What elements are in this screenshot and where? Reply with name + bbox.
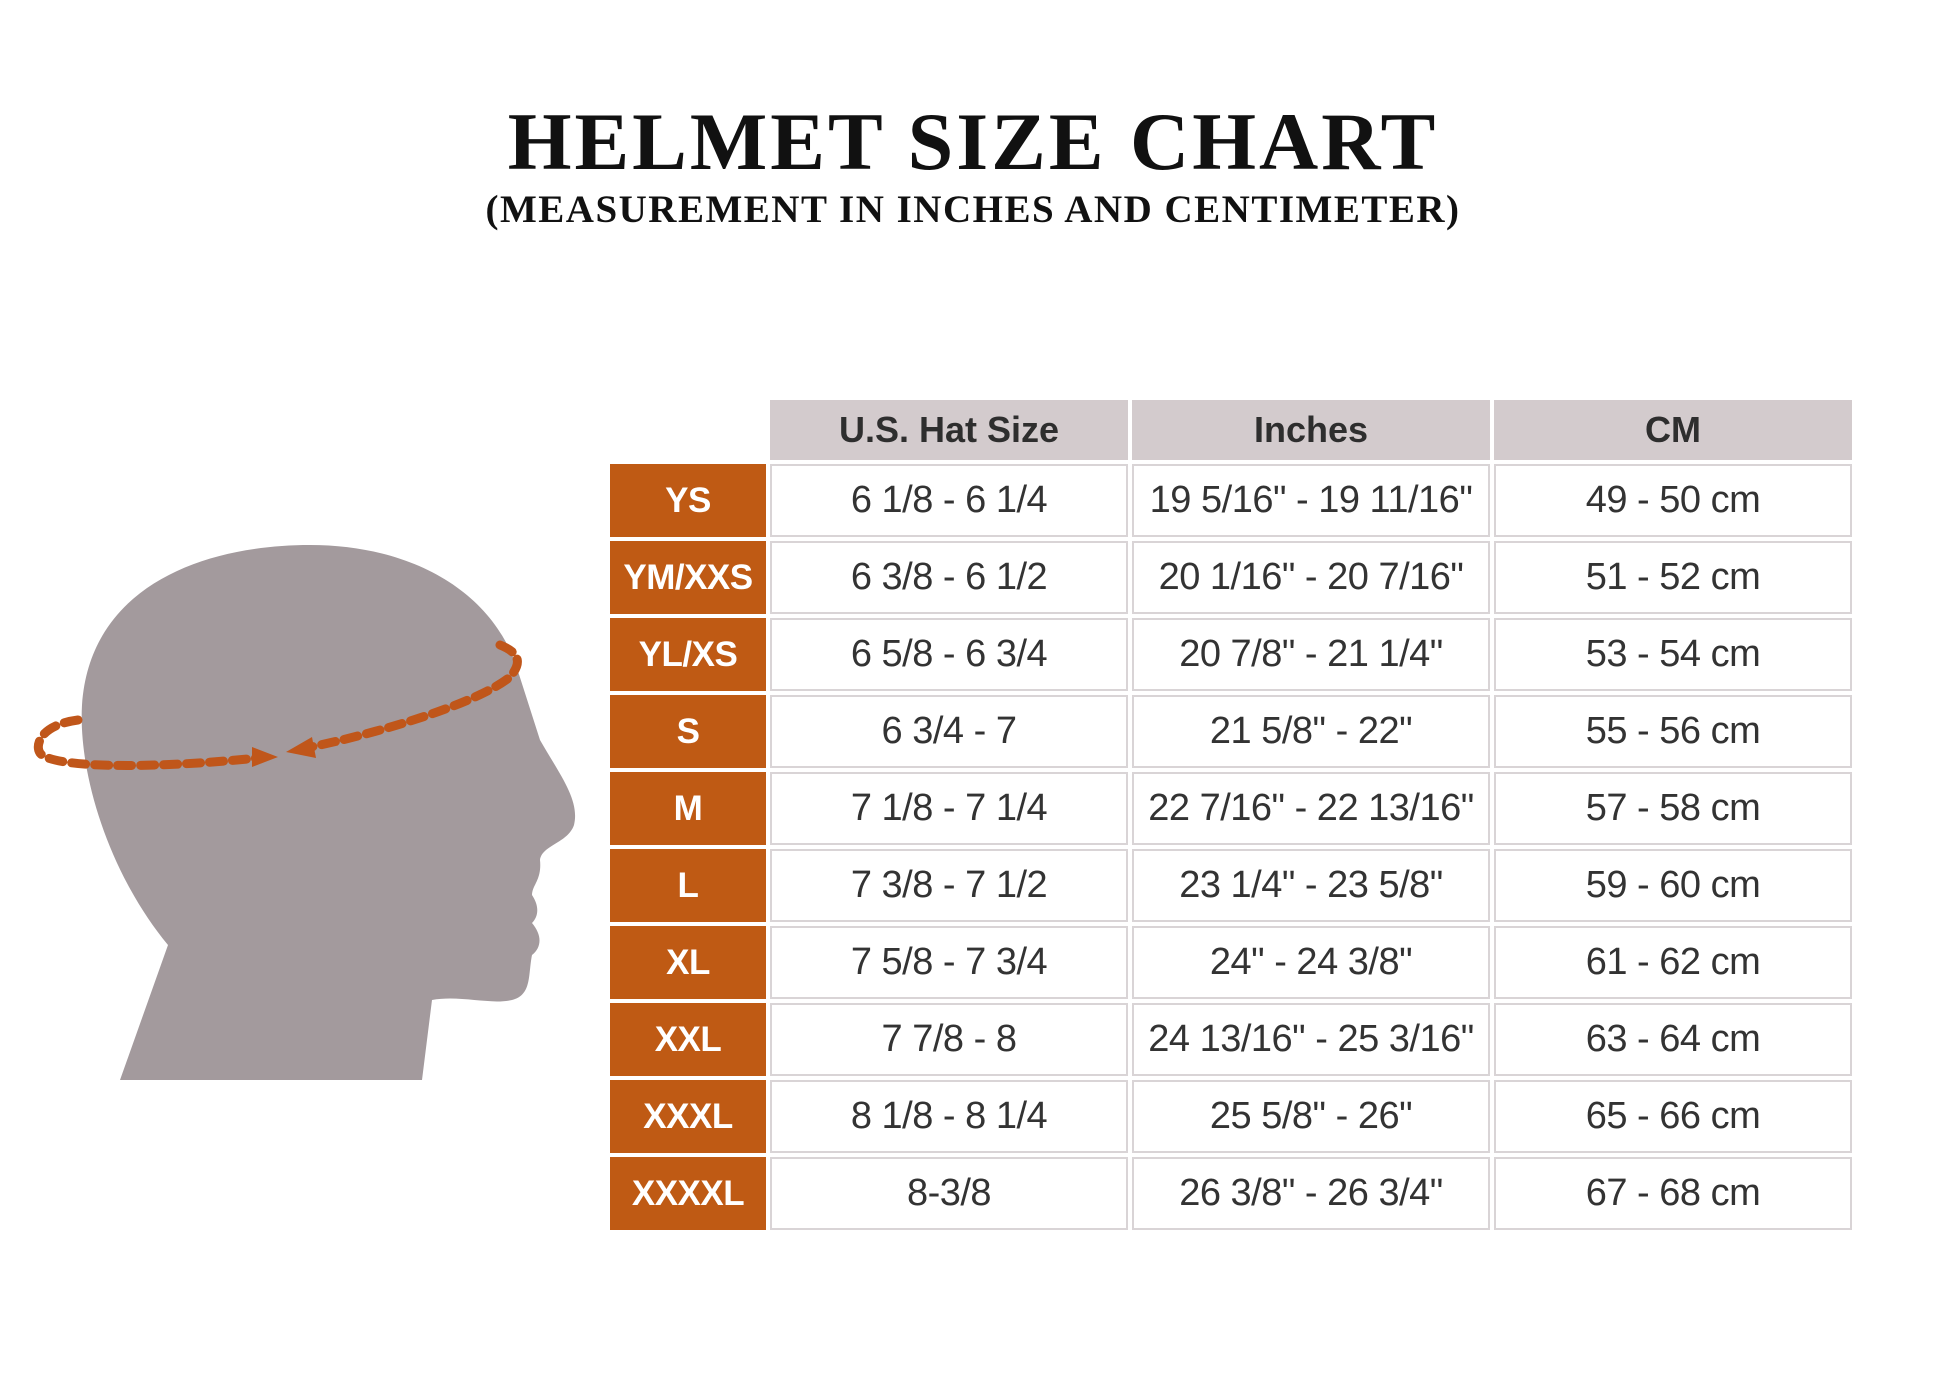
table-row: XXL 7 7/8 - 8 24 13/16" - 25 3/16" 63 - … xyxy=(610,1003,1852,1076)
cm-cell: 57 - 58 cm xyxy=(1494,772,1852,845)
table-row: L 7 3/8 - 7 1/2 23 1/4" - 23 5/8" 59 - 6… xyxy=(610,849,1852,922)
hat-size-cell: 8 1/8 - 8 1/4 xyxy=(770,1080,1128,1153)
cm-cell: 55 - 56 cm xyxy=(1494,695,1852,768)
inches-cell: 24 13/16" - 25 3/16" xyxy=(1132,1003,1490,1076)
column-header-hat-size: U.S. Hat Size xyxy=(770,400,1128,460)
hat-size-cell: 6 1/8 - 6 1/4 xyxy=(770,464,1128,537)
size-label: YL/XS xyxy=(610,618,766,691)
cm-cell: 51 - 52 cm xyxy=(1494,541,1852,614)
cm-cell: 49 - 50 cm xyxy=(1494,464,1852,537)
page-title: HELMET SIZE CHART xyxy=(507,96,1439,187)
inches-cell: 21 5/8" - 22" xyxy=(1132,695,1490,768)
size-label: YM/XXS xyxy=(610,541,766,614)
corner-cell xyxy=(610,400,766,460)
cm-cell: 65 - 66 cm xyxy=(1494,1080,1852,1153)
hat-size-cell: 6 5/8 - 6 3/4 xyxy=(770,618,1128,691)
hat-size-cell: 7 3/8 - 7 1/2 xyxy=(770,849,1128,922)
cm-cell: 63 - 64 cm xyxy=(1494,1003,1852,1076)
hat-size-cell: 6 3/8 - 6 1/2 xyxy=(770,541,1128,614)
inches-cell: 23 1/4" - 23 5/8" xyxy=(1132,849,1490,922)
size-label: S xyxy=(610,695,766,768)
inches-cell: 20 1/16" - 20 7/16" xyxy=(1132,541,1490,614)
cm-cell: 59 - 60 cm xyxy=(1494,849,1852,922)
inches-cell: 22 7/16" - 22 13/16" xyxy=(1132,772,1490,845)
inches-cell: 25 5/8" - 26" xyxy=(1132,1080,1490,1153)
size-label: XXL xyxy=(610,1003,766,1076)
hat-size-cell: 7 5/8 - 7 3/4 xyxy=(770,926,1128,999)
size-label: M xyxy=(610,772,766,845)
size-label: XXXXL xyxy=(610,1157,766,1230)
size-chart-table: U.S. Hat Size Inches CM YS 6 1/8 - 6 1/4… xyxy=(606,396,1856,1234)
table-row: XXXXL 8-3/8 26 3/8" - 26 3/4" 67 - 68 cm xyxy=(610,1157,1852,1230)
table-header-row: U.S. Hat Size Inches CM xyxy=(610,400,1852,460)
hat-size-cell: 7 1/8 - 7 1/4 xyxy=(770,772,1128,845)
table-row: YS 6 1/8 - 6 1/4 19 5/16" - 19 11/16" 49… xyxy=(610,464,1852,537)
column-header-cm: CM xyxy=(1494,400,1852,460)
size-label: XL xyxy=(610,926,766,999)
head-silhouette xyxy=(81,545,576,1080)
cm-cell: 67 - 68 cm xyxy=(1494,1157,1852,1230)
measurement-arrow xyxy=(33,640,522,770)
inches-cell: 26 3/8" - 26 3/4" xyxy=(1132,1157,1490,1230)
hat-size-cell: 7 7/8 - 8 xyxy=(770,1003,1128,1076)
cm-cell: 53 - 54 cm xyxy=(1494,618,1852,691)
page-subtitle: (MEASUREMENT IN INCHES AND CENTIMETER) xyxy=(485,188,1461,231)
column-header-inches: Inches xyxy=(1132,400,1490,460)
table-row: XXXL 8 1/8 - 8 1/4 25 5/8" - 26" 65 - 66… xyxy=(610,1080,1852,1153)
hat-size-cell: 6 3/4 - 7 xyxy=(770,695,1128,768)
inches-cell: 19 5/16" - 19 11/16" xyxy=(1132,464,1490,537)
table-row: M 7 1/8 - 7 1/4 22 7/16" - 22 13/16" 57 … xyxy=(610,772,1852,845)
hat-size-cell: 8-3/8 xyxy=(770,1157,1128,1230)
size-label: YS xyxy=(610,464,766,537)
table-row: XL 7 5/8 - 7 3/4 24" - 24 3/8" 61 - 62 c… xyxy=(610,926,1852,999)
table-row: YL/XS 6 5/8 - 6 3/4 20 7/8" - 21 1/4" 53… xyxy=(610,618,1852,691)
inches-cell: 24" - 24 3/8" xyxy=(1132,926,1490,999)
size-label: XXXL xyxy=(610,1080,766,1153)
table-row: YM/XXS 6 3/8 - 6 1/2 20 1/16" - 20 7/16"… xyxy=(610,541,1852,614)
cm-cell: 61 - 62 cm xyxy=(1494,926,1852,999)
table-row: S 6 3/4 - 7 21 5/8" - 22" 55 - 56 cm xyxy=(610,695,1852,768)
inches-cell: 20 7/8" - 21 1/4" xyxy=(1132,618,1490,691)
head-circumference-icon xyxy=(33,545,576,1080)
size-label: L xyxy=(610,849,766,922)
